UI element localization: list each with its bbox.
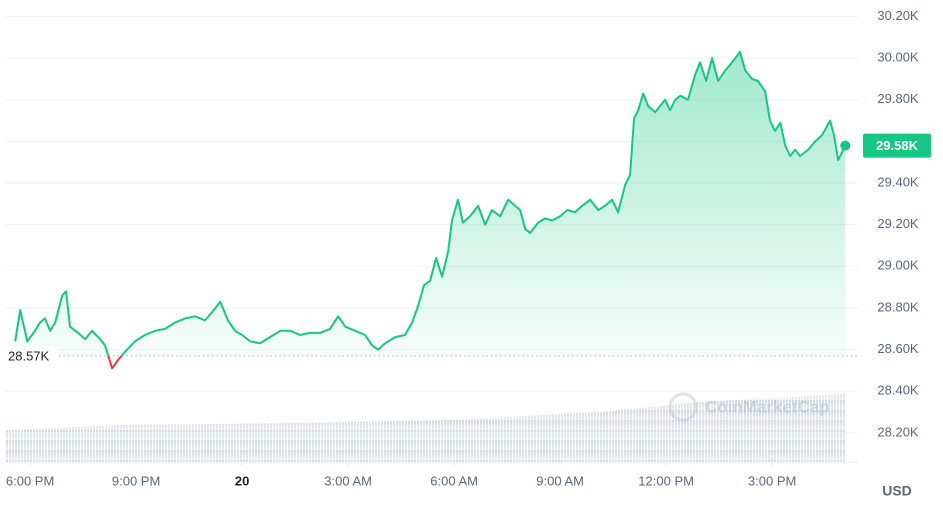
x-tick-label: 3:00 AM bbox=[324, 473, 372, 488]
y-tick-label: 29.00K bbox=[877, 258, 919, 273]
x-tick-label: 12:00 PM bbox=[638, 473, 694, 488]
y-tick-label: 30.20K bbox=[877, 8, 919, 23]
line bbox=[14, 50, 847, 356]
x-tick-label: 20 bbox=[235, 473, 249, 488]
watermark: CoinMarketCap bbox=[705, 397, 830, 416]
y-tick-label: 29.80K bbox=[877, 91, 919, 106]
volume-bars bbox=[5, 394, 845, 462]
currency-label: USD bbox=[882, 483, 912, 499]
x-tick-label: 9:00 AM bbox=[536, 473, 584, 488]
baseline-label: 28.57K bbox=[8, 348, 50, 363]
baseline-label-bg bbox=[5, 346, 59, 365]
x-tick-label: 6:00 PM bbox=[6, 473, 54, 488]
x-tick-label: 9:00 PM bbox=[112, 473, 160, 488]
y-tick-label: 30.00K bbox=[877, 50, 919, 65]
y-tick-label: 28.40K bbox=[877, 383, 919, 398]
last-point bbox=[840, 140, 851, 151]
y-tick-label: 28.20K bbox=[877, 424, 919, 439]
area bbox=[15, 51, 846, 356]
y-tick-label: 29.20K bbox=[877, 216, 919, 231]
watermark-logo bbox=[668, 392, 698, 422]
x-tick-label: 6:00 AM bbox=[430, 473, 478, 488]
x-tick-label: 3:00 PM bbox=[748, 473, 796, 488]
y-tick-label: 29.40K bbox=[877, 174, 919, 189]
y-tick-label: 28.80K bbox=[877, 299, 919, 314]
price-tag-label: 29.58K bbox=[876, 138, 919, 153]
price-tag bbox=[863, 133, 931, 158]
y-tick-label: 28.60K bbox=[877, 341, 919, 356]
